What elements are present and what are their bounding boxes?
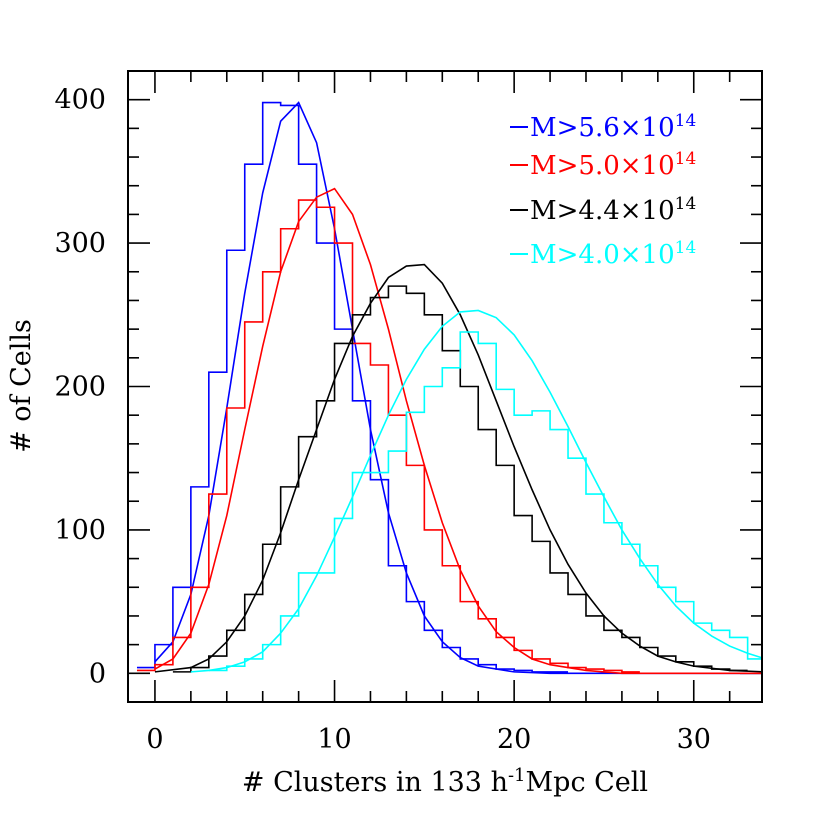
- fit-curve: [190, 309, 762, 673]
- series-layer: [136, 101, 762, 675]
- x-tick-label: 0: [146, 724, 163, 755]
- fit-curve: [154, 101, 762, 675]
- axis-ticks: [128, 71, 762, 702]
- histogram-line: [136, 199, 640, 673]
- y-tick-label: 400: [54, 85, 106, 116]
- fit-curve: [154, 263, 762, 673]
- plot-frame: [127, 70, 763, 703]
- y-tick-label: 300: [54, 228, 106, 259]
- y-tick-label: 200: [54, 372, 106, 403]
- legend-label: M>4.4×1014: [530, 194, 696, 226]
- legend-label: M>5.6×1014: [530, 111, 696, 143]
- legend-item: M>4.4×1014: [510, 194, 696, 226]
- legend-item: M>5.0×1014: [510, 149, 696, 181]
- y-tick-label: 100: [54, 515, 106, 546]
- legend: M>5.6×1014 M>5.0×1014 M>4.4×1014 M>4.0×1014: [510, 111, 696, 270]
- x-tick-label: 10: [317, 724, 351, 755]
- histogram-line: [208, 331, 762, 672]
- legend-item: M>4.0×1014: [510, 238, 696, 270]
- series-3: [190, 309, 762, 673]
- x-axis-label: # Clusters in 133 h-1Mpc Cell: [242, 765, 648, 798]
- x-tick-label: 20: [497, 724, 531, 755]
- legend-item: M>5.6×1014: [510, 111, 696, 143]
- x-tick-label: 30: [677, 724, 711, 755]
- legend-label: M>4.0×1014: [530, 238, 696, 270]
- legend-label: M>5.0×1014: [530, 149, 696, 181]
- y-tick-label: 0: [89, 658, 106, 689]
- y-axis-label: # of Cells: [6, 319, 37, 453]
